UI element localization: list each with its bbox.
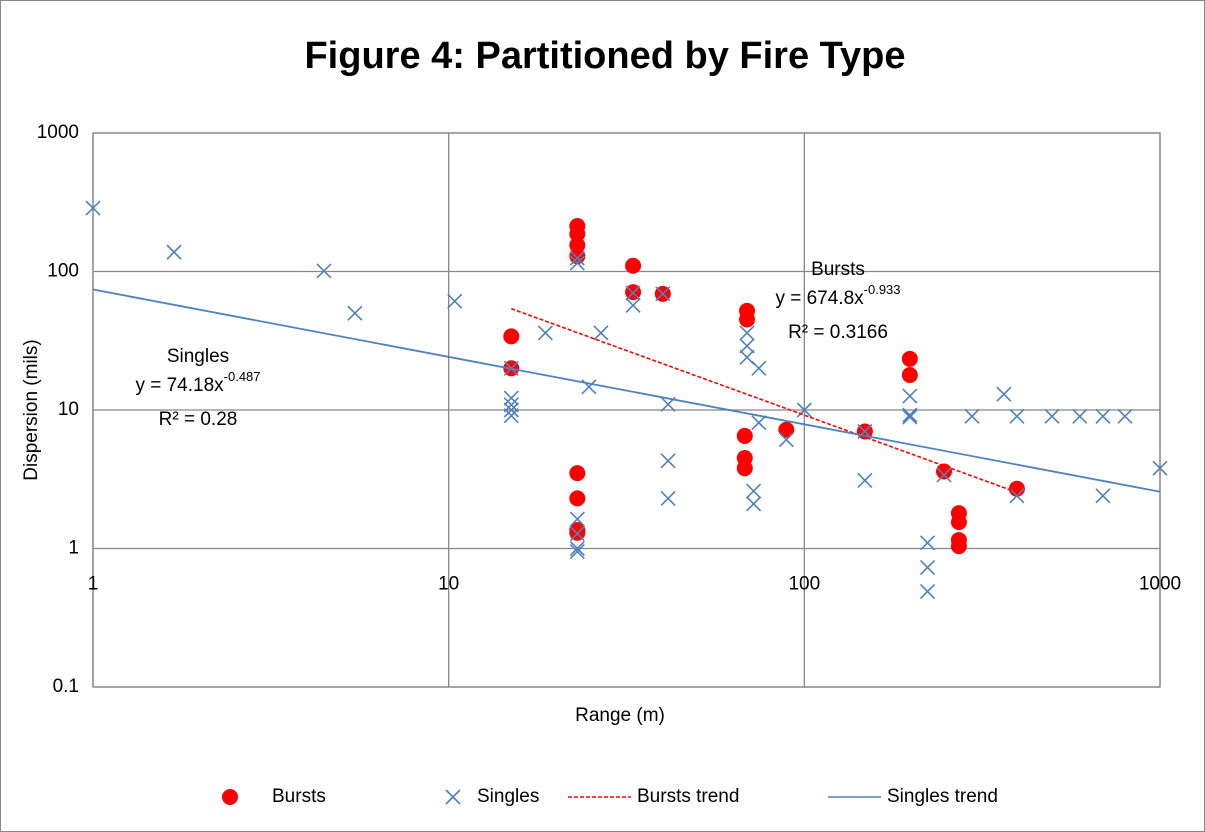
point <box>166 244 182 260</box>
point <box>936 463 953 480</box>
point <box>1009 408 1025 424</box>
point <box>537 325 553 341</box>
point <box>1009 488 1025 504</box>
x-tick-label: 1 <box>88 574 99 595</box>
point <box>857 472 873 489</box>
x-tick-label: 1000 <box>1139 574 1181 595</box>
point <box>919 535 936 551</box>
legend-label: Bursts trend <box>637 786 739 807</box>
point <box>1095 408 1111 424</box>
point <box>593 325 609 341</box>
y-tick-label: 0.1 <box>53 676 79 697</box>
equation-text: y = 74.18x <box>135 375 224 396</box>
legend-label: Singles <box>477 786 539 807</box>
point <box>902 388 918 404</box>
point <box>625 297 641 313</box>
point <box>569 490 586 507</box>
point <box>569 248 586 265</box>
point <box>569 540 585 557</box>
annotation-equation: y = 674.8x-0.933 <box>775 282 900 309</box>
legend-label: Singles trend <box>887 786 998 807</box>
point <box>447 293 463 309</box>
point <box>1152 460 1168 476</box>
point <box>1044 408 1060 424</box>
point <box>746 496 762 512</box>
y-tick-label: 100 <box>47 261 79 282</box>
annotation-r2: R² = 0.28 <box>159 409 238 430</box>
point <box>655 286 671 302</box>
point <box>569 255 585 271</box>
point <box>569 526 585 542</box>
point <box>569 225 586 242</box>
point <box>796 402 812 418</box>
equation-text: y = 674.8x <box>775 288 864 309</box>
point <box>736 427 753 444</box>
point <box>950 538 967 555</box>
point <box>316 263 332 279</box>
equation-exponent: -0.487 <box>224 369 261 384</box>
point <box>936 467 952 483</box>
point <box>919 583 936 599</box>
point <box>503 397 519 413</box>
point <box>736 460 753 477</box>
y-tick-label: 10 <box>58 399 79 420</box>
point <box>902 407 918 423</box>
y-tick-label: 1000 <box>37 122 79 143</box>
point <box>503 408 519 424</box>
point <box>964 408 980 424</box>
point <box>1095 488 1111 504</box>
point <box>778 432 794 448</box>
point <box>1072 408 1088 424</box>
point <box>739 338 755 354</box>
point <box>1117 408 1133 424</box>
x-tick-label: 10 <box>438 574 459 595</box>
legend-marker <box>445 789 461 805</box>
point <box>1008 480 1025 497</box>
equation-exponent: -0.933 <box>864 282 901 297</box>
point <box>919 559 936 575</box>
chart-title: Figure 4: Partitioned by Fire Type <box>304 35 905 77</box>
legend-marker <box>222 789 238 805</box>
point <box>739 325 755 341</box>
point <box>569 511 585 527</box>
point <box>778 421 795 438</box>
x-axis-title: Range (m) <box>575 705 665 726</box>
trend-line <box>92 288 1161 493</box>
point <box>901 350 918 367</box>
point <box>746 483 762 499</box>
y-axis-title: Dispersion (mils) <box>21 339 42 480</box>
point <box>625 257 642 274</box>
point <box>950 514 967 531</box>
point <box>751 415 767 431</box>
point <box>347 305 363 321</box>
point <box>569 465 586 482</box>
legend-label: Bursts <box>272 786 326 807</box>
point <box>503 390 519 406</box>
point <box>901 366 918 383</box>
x-tick-label: 100 <box>788 574 820 595</box>
point <box>902 409 918 425</box>
point <box>996 386 1012 402</box>
point <box>503 328 520 345</box>
point <box>739 311 756 328</box>
point <box>660 453 676 469</box>
point <box>625 285 641 301</box>
point <box>751 360 767 376</box>
y-tick-label: 1 <box>68 538 79 559</box>
annotation-name: Bursts <box>811 259 865 280</box>
point <box>569 237 586 254</box>
point <box>85 200 101 216</box>
point <box>569 250 585 266</box>
annotation-name: Singles <box>167 346 229 367</box>
annotation-r2: R² = 0.3166 <box>788 322 888 343</box>
annotation-equation: y = 74.18x-0.487 <box>135 369 260 396</box>
point <box>503 402 519 418</box>
point <box>660 490 676 506</box>
point <box>569 544 585 560</box>
